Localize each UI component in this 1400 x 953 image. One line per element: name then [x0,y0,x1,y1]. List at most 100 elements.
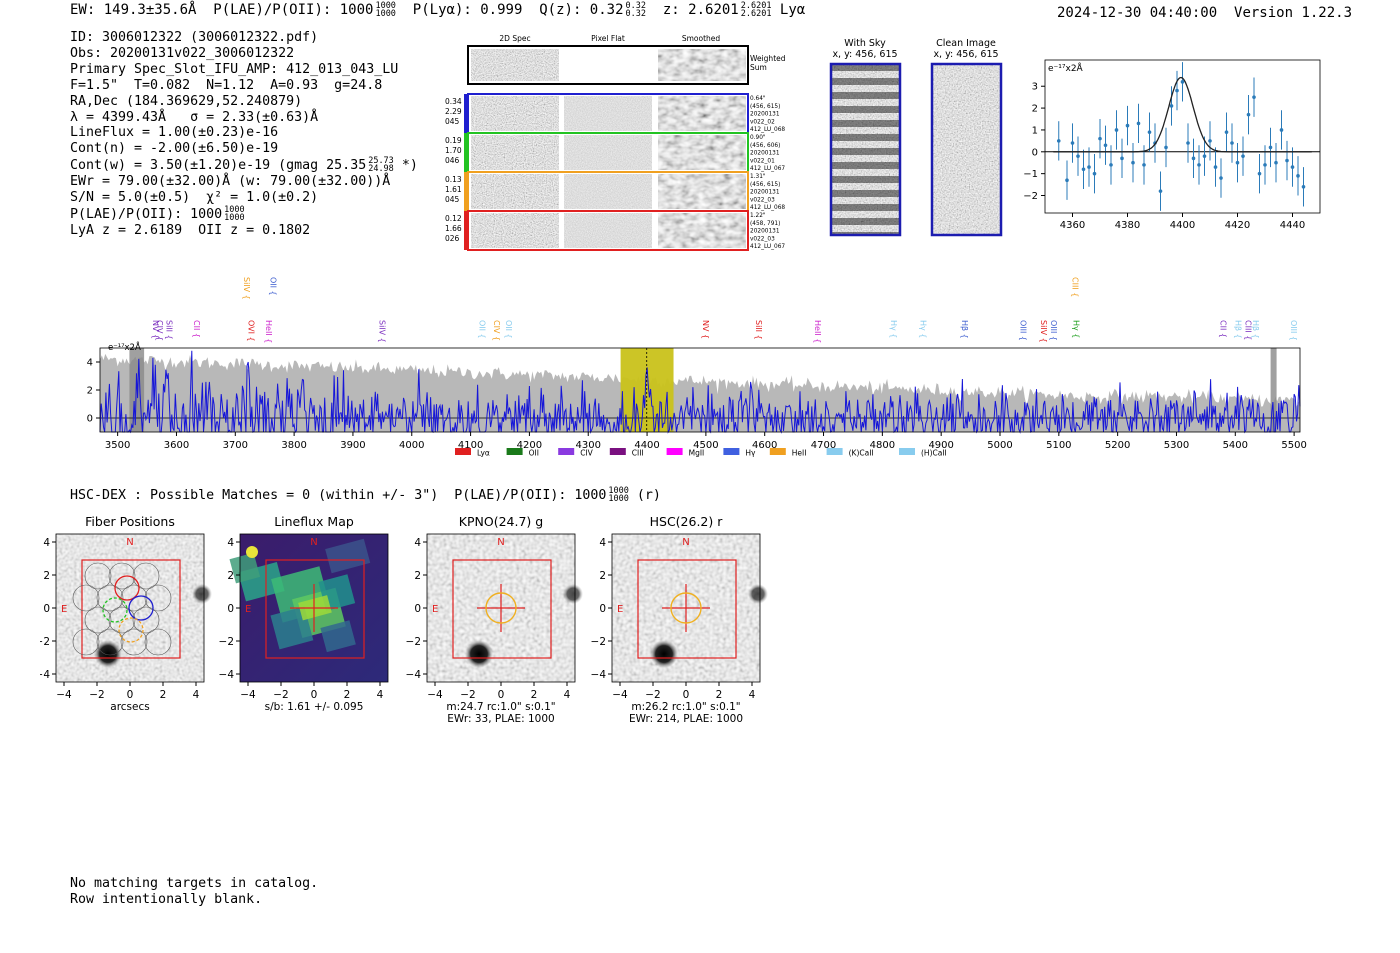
north-label: N [682,537,689,548]
zoom-ytick-label: 0 [1032,147,1038,158]
legend-swatch [826,448,843,455]
cutout-2dspec [471,213,559,248]
cutout-right-label: 1.22" [750,213,766,219]
full-spectrum-plot: NV {CIV {SiII {CII {SiIV {OVI {OII {HeII… [87,277,1307,458]
edge-star [748,584,768,604]
east-label: E [245,604,251,615]
header-plya: P(Lyα): 0.999 [412,2,523,18]
panel-xtick-label: −2 [645,689,660,701]
cutout-right-label: 412_LU_068 [750,127,785,133]
spectrum-line-label: SiIV { [242,277,251,300]
spectrum-xtick-label: 4200 [517,440,542,451]
lineflux-cell [229,552,261,584]
zoom-point [1257,171,1262,176]
panel-ytick-label: 2 [227,570,234,582]
zoom-point [1224,130,1229,134]
zoom-point [1109,163,1113,167]
spectrum-xtick-label: 3900 [340,440,365,451]
cutout-right-label: 20200131 [750,190,780,196]
edge-star [563,584,583,604]
zoom-point [1169,104,1174,108]
spectrum-mask [1270,348,1277,432]
spectrum-line-label: Hβ { [1233,320,1242,339]
cutout-smoothed [658,96,746,131]
info-sn: S/N = 5.0(±0.5) χ² = 1.0(±0.2) [70,190,319,206]
spectrum-line-label: OIII { [1049,320,1058,341]
aperture-box [81,559,181,659]
catalog-note: No matching targets in catalog. Row inte… [70,876,318,907]
zoom-point [1263,163,1267,167]
cutout-right-label: 20200131 [750,229,780,235]
east-label: E [617,604,623,615]
panel-xtick-label: −2 [273,689,288,701]
aperture-box [265,559,365,659]
east-label: E [432,604,438,615]
cutout-left-label: 1.61 [445,185,462,194]
spectrum-ytick-label: 0 [87,414,93,425]
zoom-point [1296,174,1300,178]
aperture-box [452,559,552,659]
panel-xlabel: s/b: 1.61 +/- 0.095 [265,701,364,713]
panel-ytick-label: −2 [406,636,421,648]
cutout-left-label: 2.29 [445,107,462,116]
cutout-left-label: 026 [445,234,460,243]
east-label: E [61,604,67,615]
sky-cutouts: With Sky x, y: 456, 615 Clean Image x, y… [829,38,1003,237]
zoom-xtick-label: 4360 [1060,220,1085,231]
zoom-point [1230,141,1234,145]
zoom-point [1065,178,1069,183]
spectrum-xtick-label: 5200 [1105,440,1130,451]
zoom-point [1252,95,1256,99]
zoom-point [1098,136,1102,141]
panel-ytick-label: 2 [414,570,421,582]
spectrum-xtick-label: 3800 [281,440,306,451]
panel-ytick-label: 4 [599,537,606,549]
north-label: N [126,537,133,548]
cutout-smoothed [658,174,746,209]
cutout-right-label: (456, 615) [750,182,780,188]
spectrum-line-label: OIII { [1289,320,1298,341]
zoom-ytick-label: −2 [1023,191,1038,202]
fiber-orange [118,617,144,643]
zoom-xtick-label: 4420 [1225,220,1250,231]
panel-ytick-label: 4 [227,537,234,549]
spectrum-line-label: CIV { [492,320,501,341]
spectrum-line-label: Hβ { [960,320,969,339]
panel-ytick-label: −4 [406,669,422,681]
with-sky-image [829,62,902,237]
spectrum-line-label: Hγ { [1072,320,1081,338]
legend-swatch [769,448,786,455]
spectrum-line-label: CIII { [1070,277,1079,297]
spectrum-line-label: Hβ { [1251,320,1260,339]
spectrum-line-label: OII { [504,320,513,339]
hsc-dex-summary: HSC-DEX : Possible Matches = 0 (within +… [70,486,661,504]
cutout-right-label: (456, 606) [750,143,780,149]
spectrum-xtick-label: 4500 [693,440,718,451]
spectrum-line-label: Hγ { [919,320,928,338]
spectrum-xtick-label: 3600 [164,440,189,451]
north-label: N [310,537,317,548]
legend-label: (K)CaII [849,449,874,458]
info-plae: P(LAE)/P(OII): 1000 1000 1000 [70,204,245,223]
fiber-circle [84,606,112,634]
panel-xtick-label: 0 [683,689,690,701]
zoom-point [1076,154,1080,158]
spectrum-xtick-label: 4400 [634,440,659,451]
zoom-point [1114,128,1119,132]
panel-xtick-label: 4 [564,689,571,701]
cutout-left-label: 045 [445,117,460,126]
panel-xtick-label: −4 [612,689,628,701]
info-lya-z: LyA z = 2.6189 OII z = 0.1802 [70,222,311,238]
panel-xtick-label: −2 [460,689,475,701]
panel-xtick-label: −4 [240,689,256,701]
cutout-color-tab [464,211,467,250]
panel-xlabel2: EWr: 214, PLAE: 1000 [629,713,743,725]
fiber-circle [132,562,160,590]
weighted-sum-strip: Weighted Sum [467,45,786,85]
panel-xtick-label: 4 [377,689,384,701]
col-2dspec: 2D Spec [499,34,530,43]
zoom-point [1274,160,1278,165]
panel-xtick-label: 2 [716,689,723,701]
panel-title: Lineflux Map [274,514,354,529]
lineflux-peak [246,546,258,558]
